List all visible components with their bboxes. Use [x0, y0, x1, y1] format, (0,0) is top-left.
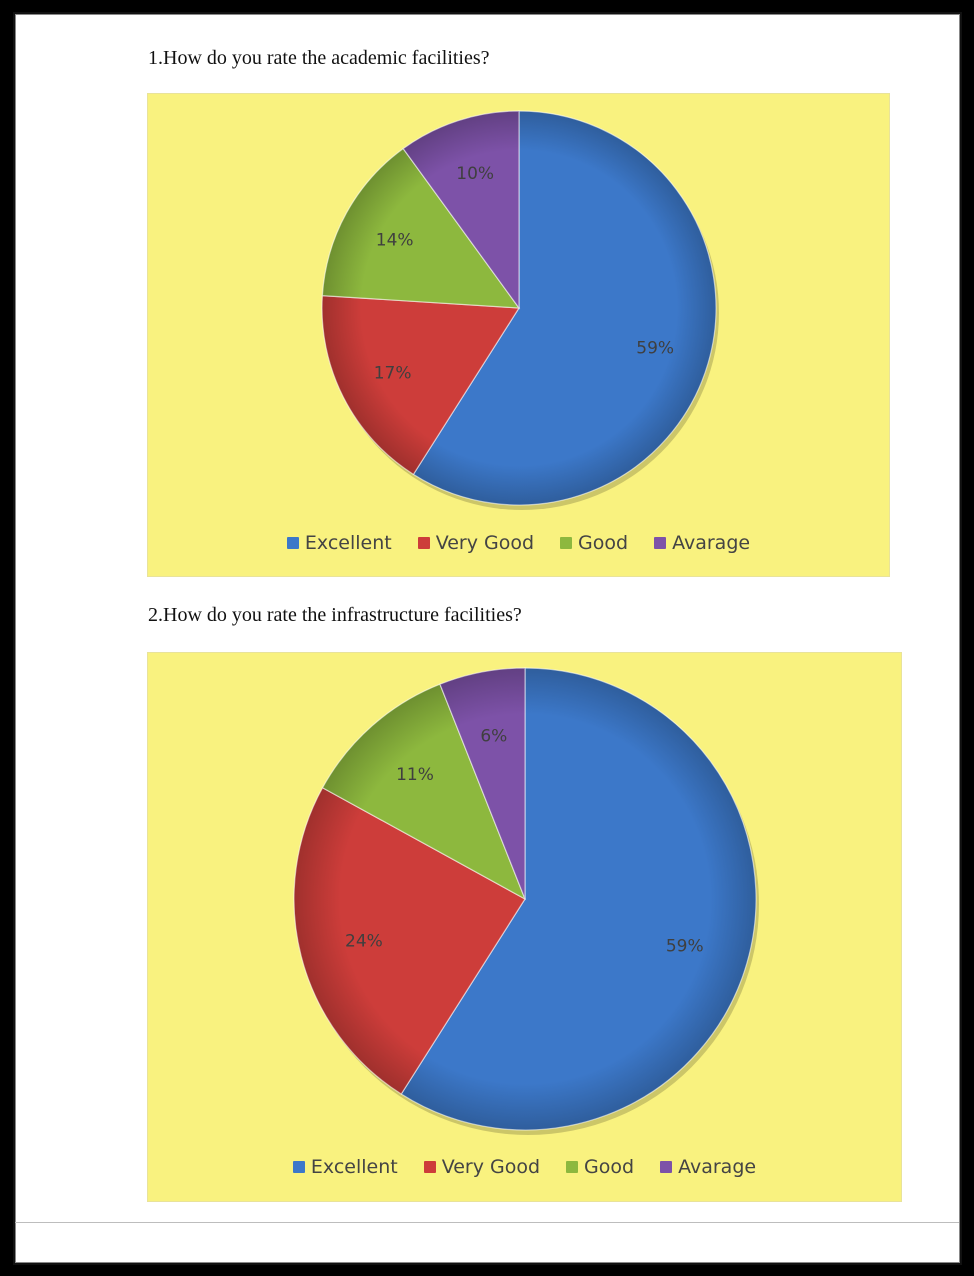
legend-item-good: Good: [566, 1156, 634, 1178]
legend-item-very-good: Very Good: [423, 1156, 541, 1178]
pie-label-excellent: 59%: [666, 936, 704, 956]
pie-slice-excellent: [412, 110, 717, 506]
legend-label: Excellent: [304, 532, 392, 554]
pie-slice-good: [321, 147, 521, 309]
legend-label: Very Good: [441, 1156, 541, 1178]
legend-label: Very Good: [435, 532, 535, 554]
legend-item-excellent: Excellent: [286, 532, 392, 554]
question-2-title: 2.How do you rate the infrastructure fac…: [148, 604, 522, 626]
legend-swatch: [292, 1161, 305, 1173]
pie-label-excellent: 59%: [636, 339, 674, 359]
pie-slice-excellent: [400, 667, 757, 1131]
pie-slice-very-good: [321, 294, 521, 476]
pie-slice-very-good: [293, 786, 526, 1095]
legend-label: Excellent: [310, 1156, 398, 1178]
pie-label-very-good: 24%: [345, 931, 383, 951]
chart-1-area: 59% 17% 14% 10% Excellent Very Good Good Avara…: [147, 93, 890, 577]
legend-swatch: [566, 1161, 579, 1173]
pie-chart-2: 59% 24% 11% 6%: [293, 667, 759, 1135]
legend-swatch: [423, 1161, 436, 1173]
pie-chart-1: 59% 17% 14% 10%: [321, 110, 719, 510]
legend-label: Good: [578, 532, 629, 554]
legend-swatch: [654, 537, 667, 549]
pie-label-avarage: 10%: [456, 164, 494, 184]
legend-label: Avarage: [678, 1156, 757, 1178]
legend-swatch: [660, 1161, 673, 1173]
chart-2-legend: Excellent Very Good Good Avarage: [148, 1156, 901, 1178]
question-1-title: 1.How do you rate the academic facilitie…: [148, 47, 490, 69]
pie-slice-avarage: [402, 110, 520, 310]
legend-swatch: [417, 537, 430, 549]
legend-swatch: [560, 537, 573, 549]
legend-label: Good: [584, 1156, 635, 1178]
chart-2-area: 59% 24% 11% 6% Excellent Very Good Good Avarag…: [147, 652, 902, 1202]
legend-item-avarage: Avarage: [660, 1156, 756, 1178]
pie-slice-avarage: [439, 667, 526, 900]
pie-label-very-good: 17%: [374, 363, 412, 383]
legend-swatch: [286, 537, 299, 549]
legend-label: Avarage: [672, 532, 751, 554]
page-footer-divider: [15, 1222, 959, 1223]
chart-1-legend: Excellent Very Good Good Avarage: [148, 532, 889, 554]
legend-item-excellent: Excellent: [292, 1156, 398, 1178]
pie-slice-good: [321, 683, 527, 901]
legend-item-good: Good: [560, 532, 628, 554]
legend-item-avarage: Avarage: [654, 532, 750, 554]
pie-label-avarage: 6%: [480, 727, 507, 747]
legend-item-very-good: Very Good: [417, 532, 535, 554]
pie-label-good: 14%: [376, 231, 414, 251]
pie-label-good: 11%: [396, 765, 434, 785]
